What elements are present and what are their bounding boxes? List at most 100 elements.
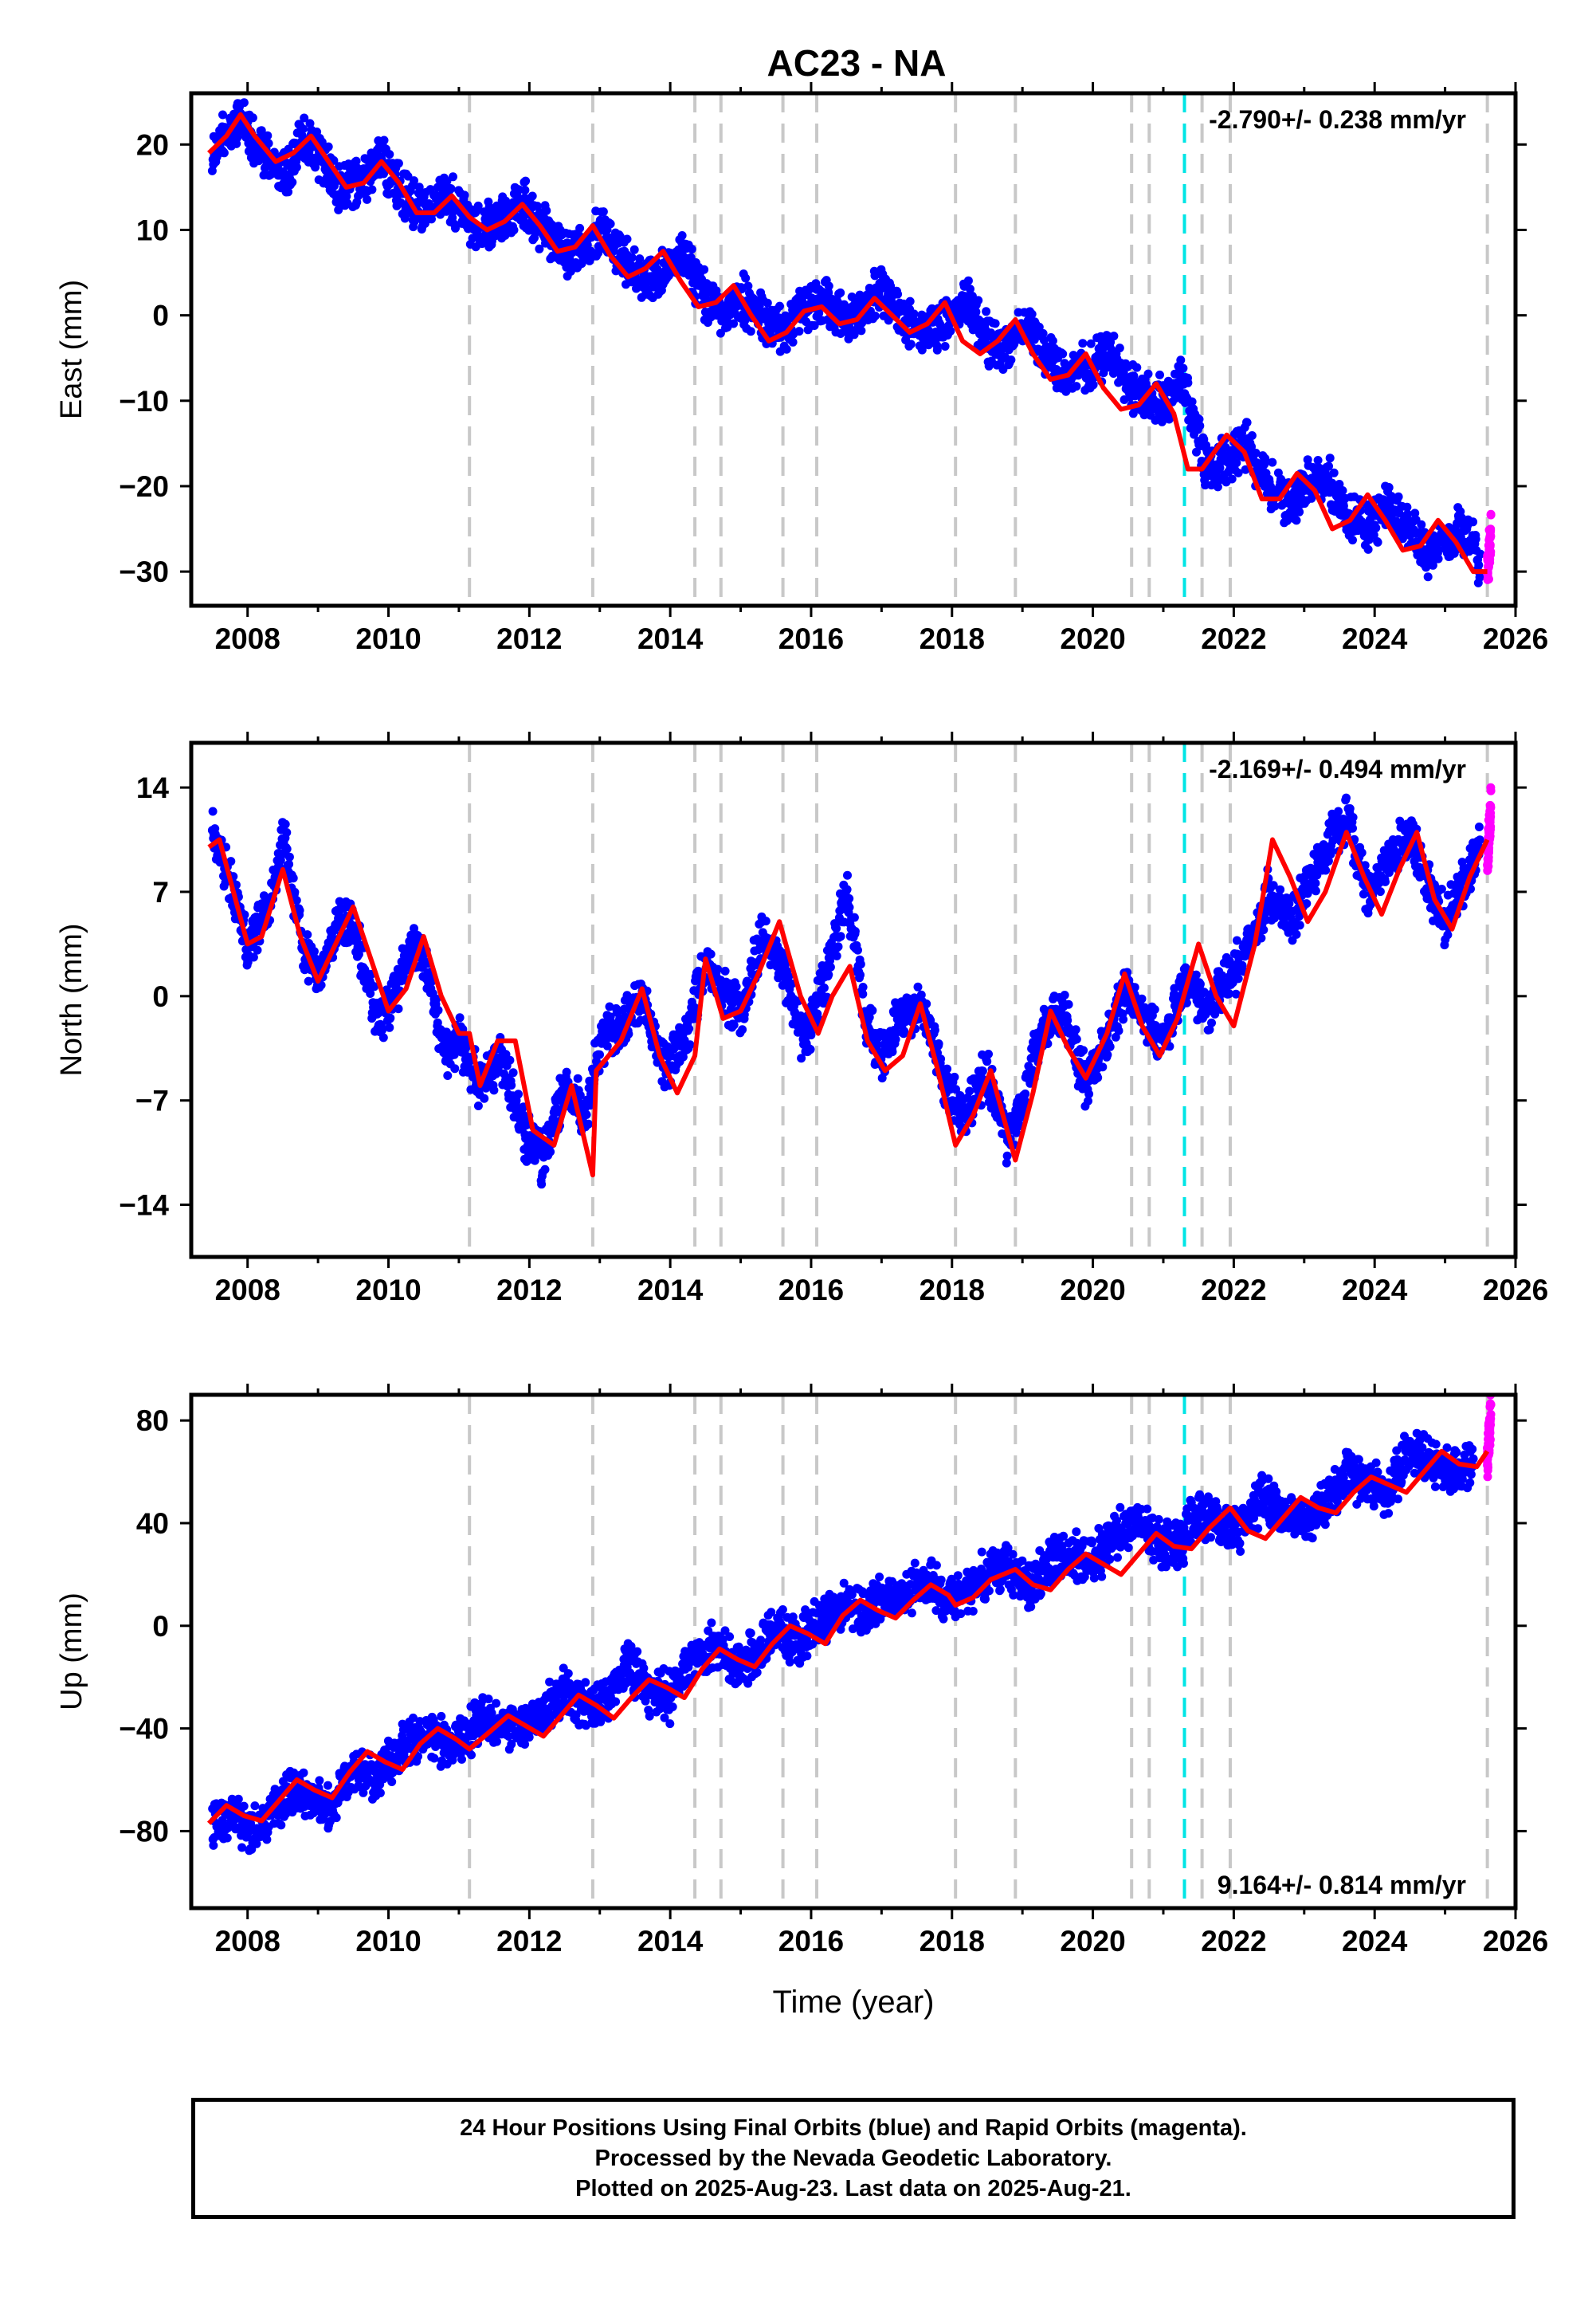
- data-point: [335, 897, 344, 906]
- data-point: [950, 1072, 959, 1082]
- chart-title: AC23 - NA: [767, 42, 947, 84]
- data-point: [825, 962, 835, 972]
- data-point: [713, 964, 723, 974]
- data-point: [806, 1045, 815, 1054]
- data-point: [1028, 1066, 1037, 1075]
- data-point: [743, 281, 753, 291]
- data-point: [1384, 483, 1394, 493]
- data-point: [1292, 516, 1301, 525]
- data-point: [1257, 933, 1266, 943]
- data-point: [1086, 339, 1096, 348]
- data-point: [1307, 493, 1316, 503]
- data-point: [443, 1071, 453, 1080]
- data-point: [1295, 912, 1304, 921]
- data-point: [971, 307, 981, 316]
- data-point: [521, 176, 531, 186]
- data-point: [706, 949, 716, 959]
- data-point: [870, 311, 880, 320]
- data-point: [378, 1033, 388, 1043]
- y-tick-label: 20: [136, 128, 169, 161]
- data-point: [1325, 454, 1335, 463]
- data-point: [1128, 409, 1138, 418]
- data-point: [1058, 349, 1068, 359]
- data-point: [582, 1110, 591, 1119]
- data-point: [963, 276, 973, 285]
- x-tick-label: 2014: [637, 622, 704, 655]
- x-tick-label: 2020: [1060, 622, 1125, 655]
- data-point: [282, 828, 292, 837]
- data-point: [1071, 1025, 1080, 1035]
- data-point: [351, 156, 361, 166]
- y-tick-label: 10: [136, 214, 169, 246]
- data-point: [1476, 549, 1485, 559]
- data-point: [934, 1039, 943, 1048]
- data-point: [1150, 1005, 1159, 1014]
- data-point: [1329, 468, 1339, 477]
- data-point: [1471, 534, 1480, 544]
- data-point: [738, 1025, 747, 1035]
- data-point: [1259, 925, 1269, 935]
- data-point: [305, 119, 315, 128]
- data-point: [1143, 369, 1153, 379]
- data-point: [1130, 983, 1139, 992]
- data-point: [537, 1180, 547, 1189]
- data-point: [208, 807, 218, 816]
- data-point: [916, 990, 926, 999]
- data-point: [290, 887, 300, 897]
- data-point: [1227, 474, 1237, 484]
- data-point: [575, 1090, 585, 1100]
- data-point: [1338, 486, 1347, 495]
- data-point: [473, 1102, 483, 1110]
- data-point: [363, 194, 372, 204]
- data-point: [794, 327, 804, 336]
- data-point: [858, 983, 868, 992]
- data-point: [226, 857, 236, 866]
- data-point: [782, 344, 791, 354]
- data-point: [546, 1147, 555, 1156]
- data-point: [1486, 532, 1496, 541]
- data-point: [446, 184, 456, 194]
- data-point: [865, 1012, 874, 1022]
- data-point: [606, 219, 615, 229]
- data-point: [1232, 458, 1241, 468]
- data-point: [455, 1013, 465, 1023]
- data-point: [385, 1023, 394, 1032]
- data-point: [888, 300, 897, 309]
- data-point: [1063, 1015, 1072, 1025]
- data-point: [442, 177, 452, 186]
- data-point: [295, 905, 304, 915]
- data-point: [473, 201, 483, 210]
- data-point: [450, 1064, 460, 1074]
- data-point: [379, 135, 389, 145]
- data-point: [288, 178, 297, 187]
- data-point: [873, 1039, 882, 1049]
- data-point: [1233, 468, 1243, 477]
- data-point: [378, 1026, 386, 1035]
- data-point: [514, 1090, 523, 1099]
- data-point: [527, 191, 537, 201]
- data-point: [930, 1026, 939, 1035]
- data-point: [1231, 989, 1241, 999]
- data-point: [856, 970, 865, 980]
- data-point: [729, 1020, 739, 1030]
- data-point: [1268, 457, 1277, 467]
- data-point: [284, 852, 294, 862]
- data-point: [1269, 881, 1278, 890]
- data-point: [965, 1086, 974, 1096]
- data-point: [284, 859, 294, 869]
- x-tick-label: 2012: [496, 622, 562, 655]
- data-point: [763, 298, 772, 308]
- data-point: [414, 183, 424, 192]
- series-final-orbits: [207, 98, 1485, 587]
- data-point: [1251, 448, 1261, 457]
- data-point: [1292, 929, 1301, 939]
- data-point: [677, 231, 687, 240]
- data-point: [386, 1013, 395, 1023]
- data-point: [690, 1003, 700, 1012]
- data-point: [462, 1043, 472, 1051]
- data-point: [940, 342, 950, 351]
- data-point: [1313, 456, 1323, 465]
- data-point: [248, 113, 257, 123]
- data-point: [1155, 370, 1164, 379]
- data-point: [932, 345, 942, 355]
